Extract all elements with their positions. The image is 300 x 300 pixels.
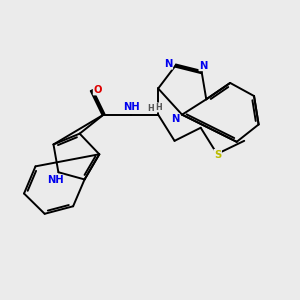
Text: S: S [214, 150, 221, 160]
Text: NH: NH [123, 103, 139, 112]
Text: NH: NH [47, 176, 64, 185]
Text: N: N [199, 61, 208, 70]
Text: H: H [155, 103, 162, 112]
Text: N: N [164, 59, 172, 69]
Text: H: H [148, 103, 154, 112]
Text: N: N [171, 114, 179, 124]
Text: O: O [93, 85, 102, 95]
